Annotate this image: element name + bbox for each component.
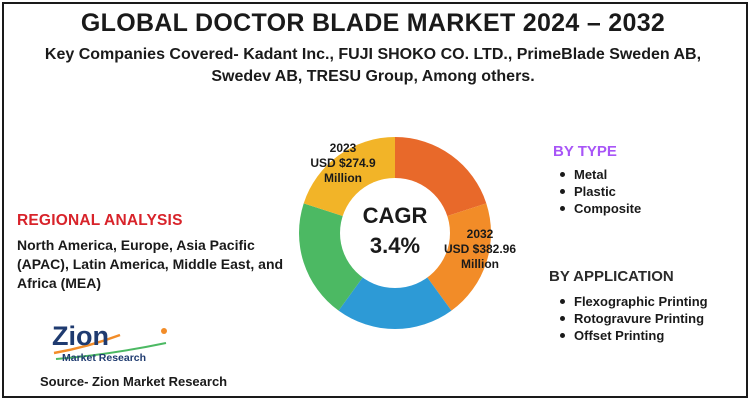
callout-2032-unit: Million [461,257,499,271]
type-item-metal: Metal [557,166,641,183]
type-item-composite: Composite [557,200,641,217]
page-title: GLOBAL DOCTOR BLADE MARKET 2024 – 2032 [80,9,666,37]
page-subtitle: Key Companies Covered- Kadant Inc., FUJI… [44,46,702,85]
cagr-label: CAGR [363,203,428,228]
regional-analysis-text: North America, Europe, Asia Pacific (APA… [17,237,284,291]
logo-wordmark: Zion [52,321,109,351]
type-item-plastic: Plastic [557,183,641,200]
zion-logo: Zion Market Research [48,321,178,369]
by-application-list: Flexographic Printing Rotogravure Printi… [557,293,708,344]
by-type-list: Metal Plastic Composite [557,166,641,217]
regional-analysis-heading: REGIONAL ANALYSIS [17,212,183,229]
logo-subtext: Market Research [62,352,147,364]
source-note: Source- Zion Market Research [40,374,228,389]
callout-2023-value: USD $274.9 [310,156,376,170]
application-item-offset: Offset Printing [557,327,708,344]
callout-2023-unit: Million [324,171,362,185]
callout-2032-value: USD $382.96 [443,242,517,256]
callout-2032-year: 2032 [466,227,494,241]
callout-2023: 2023 USD $274.9 Million [298,141,388,186]
by-type-heading: BY TYPE [553,143,617,160]
by-application-heading: BY APPLICATION [549,268,674,285]
logo-swoosh-icon [53,328,167,360]
donut-hole [340,178,450,288]
callout-2023-year: 2023 [329,141,357,155]
callout-2032: 2032 USD $382.96 Million [430,227,530,272]
application-item-rotogravure: Rotogravure Printing [557,310,708,327]
application-item-flexographic: Flexographic Printing [557,293,708,310]
cagr-value: 3.4% [370,233,420,258]
cagr-donut-chart: CAGR 3.4% [299,137,491,329]
